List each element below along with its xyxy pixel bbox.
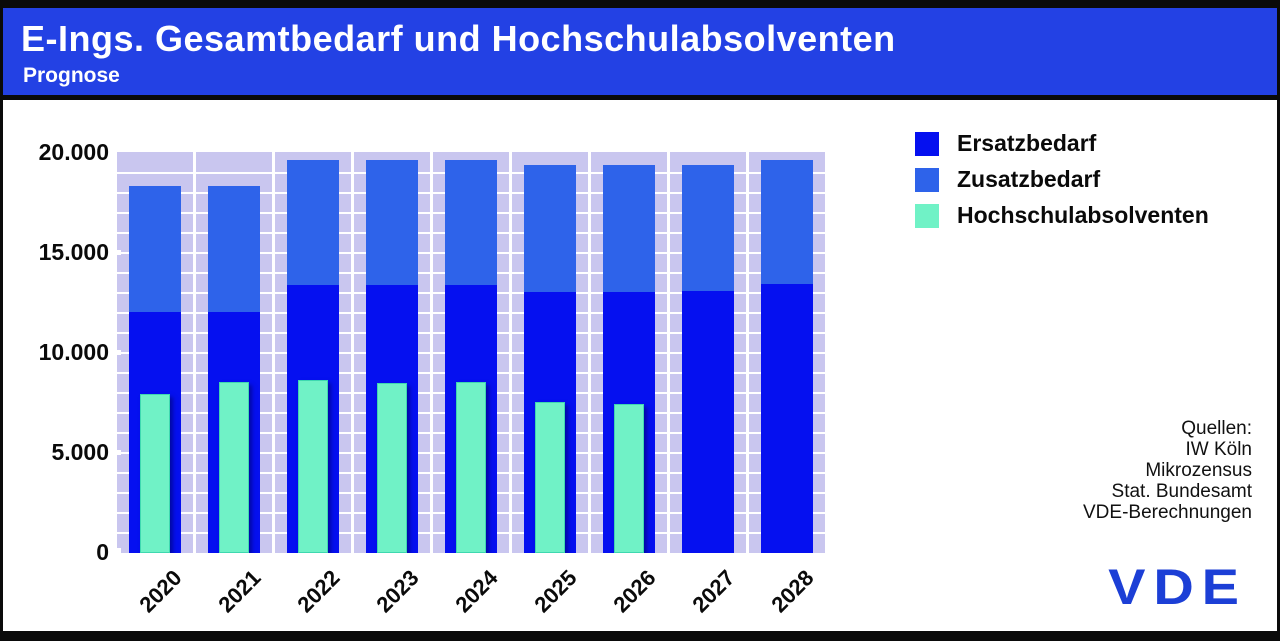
header-bar: E-Ings. Gesamtbedarf und Hochschulabsolv… [3,8,1277,100]
segment-zusatzbedarf [760,160,813,284]
segment-zusatzbedarf [286,160,339,285]
y-axis-label: 15.000 [38,239,109,265]
gridline-vertical [350,152,354,553]
source-line: Quellen: [1181,418,1252,439]
bar-hochschulabsolventen-2026 [613,404,644,553]
legend-swatch-icon [915,167,939,192]
bar-hochschulabsolventen-2021 [218,382,249,553]
bar-hochschulabsolventen-2025 [534,402,565,553]
gridline-vertical [587,152,591,553]
legend-item: Ersatzbedarf [915,130,1209,157]
vde-logo: VDE [1108,559,1247,615]
gridline-vertical [508,152,512,553]
y-axis-label: 20.000 [38,139,109,165]
y-axis-label: 0 [96,539,109,565]
segment-zusatzbedarf [207,186,260,312]
sources-block: Quellen: IW Köln Mikrozensus Stat. Bundesam… [1083,418,1252,523]
page-title: E-Ings. Gesamtbedarf und Hochschulabsolv… [21,18,896,59]
x-axis-label-2026: 2026 [607,565,661,618]
segment-zusatzbedarf [128,186,181,312]
chart-canvas: 20.000 15.000 10.000 5.000 0 2020 2021 2022 202… [3,100,1277,626]
gridline-vertical [192,152,196,553]
bar-hochschulabsolventen-2023 [376,383,407,553]
bar-hochschulabsolventen-2020 [139,394,170,553]
bar-gesamtbedarf-2027 [681,165,734,553]
gridline-vertical [271,152,275,553]
x-axis-label-2021: 2021 [212,565,266,618]
segment-zusatzbedarf [523,165,576,292]
y-axis-labels: 20.000 15.000 10.000 5.000 0 [3,100,109,626]
bar-hochschulabsolventen-2022 [297,380,328,553]
gridline-vertical [429,152,433,553]
y-axis-tick [115,250,121,255]
segment-zusatzbedarf [365,160,418,285]
x-axis-label-2020: 2020 [133,565,187,618]
segment-zusatzbedarf [602,165,655,292]
plot-area [115,152,826,553]
source-line: VDE-Berechnungen [1083,502,1252,523]
y-axis-label: 10.000 [38,339,109,365]
chart-legend: Ersatzbedarf Zusatzbedarf Hochschulabsolve… [915,130,1209,238]
bar-gesamtbedarf-2028 [760,160,813,553]
legend-swatch-icon [915,203,939,228]
legend-label: Zusatzbedarf [957,166,1101,192]
legend-label: Ersatzbedarf [957,130,1097,156]
x-axis-label-2022: 2022 [291,565,345,618]
gridline-vertical [824,152,826,553]
source-line: Stat. Bundesamt [1111,481,1252,502]
x-axis-labels: 2020 2021 2022 2023 2024 2025 2026 2027 2028 [115,559,826,623]
bar-hochschulabsolventen-2024 [455,382,486,553]
y-axis-tick [115,548,121,553]
segment-zusatzbedarf [681,165,734,291]
y-axis-label: 5.000 [51,439,109,465]
x-axis-label-2028: 2028 [765,565,819,618]
segment-zusatzbedarf [444,160,497,285]
source-line: Mikrozensus [1145,460,1252,481]
segment-ersatzbedarf [681,291,734,553]
segment-ersatzbedarf [760,284,813,553]
source-line: IW Köln [1185,439,1252,460]
legend-label: Hochschulabsolventen [957,202,1209,228]
y-axis-tick [115,450,121,455]
legend-swatch-icon [915,131,939,156]
x-axis-label-2023: 2023 [370,565,424,618]
x-axis-label-2027: 2027 [686,565,740,618]
y-axis-tick [115,350,121,355]
gridline-vertical [666,152,670,553]
x-axis-label-2025: 2025 [528,565,582,618]
x-axis-label-2024: 2024 [449,565,503,618]
legend-item: Hochschulabsolventen [915,202,1209,229]
page-subtitle: Prognose [23,64,120,87]
gridline-vertical [745,152,749,553]
legend-item: Zusatzbedarf [915,166,1209,193]
